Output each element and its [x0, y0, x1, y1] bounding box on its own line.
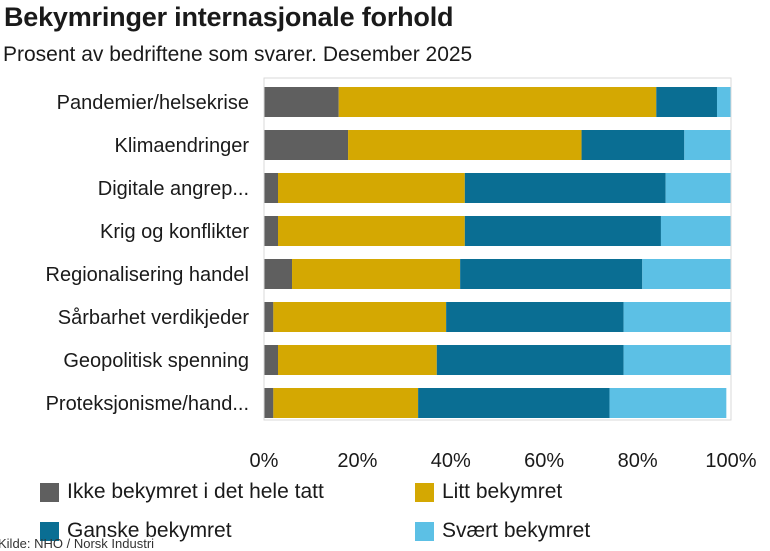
bar-segment-3-series-2: [278, 173, 465, 203]
bar-segment-7-series-3: [436, 345, 624, 375]
x-tick-label: 100%: [705, 450, 756, 472]
legend-item-ikke-bekymret: Ikke bekymret i det hele tatt: [40, 480, 324, 504]
legend-swatch-litt-bekymret: [415, 482, 434, 502]
legend-item-svaert-bekymret: Svært bekymret: [415, 519, 590, 543]
category-label: Digitale angrep...: [98, 178, 249, 200]
bar-segment-8-series-4: [609, 388, 727, 418]
bar-segment-3-series-1: [264, 173, 279, 203]
legend: Ikke bekymret i det hele tatt Litt bekym…: [0, 476, 770, 545]
bar-segment-5-series-1: [264, 259, 293, 289]
legend-swatch-svaert-bekymret: [415, 521, 434, 541]
bar-segment-2-series-4: [684, 130, 731, 160]
legend-label: Svært bekymret: [442, 519, 591, 542]
bar-segment-7-series-1: [264, 345, 279, 375]
bar-segment-2-series-2: [348, 130, 582, 160]
bar-segment-6-series-3: [446, 302, 624, 332]
x-tick-label: 60%: [524, 450, 564, 472]
bar-segment-1-series-4: [716, 87, 731, 117]
bar-segment-3-series-3: [464, 173, 666, 203]
bar-segment-6-series-2: [273, 302, 447, 332]
category-label: Sårbarhet verdikjeder: [58, 307, 250, 329]
x-tick-label: 80%: [618, 450, 658, 472]
category-label: Pandemier/helsekrise: [57, 92, 249, 114]
category-labels: Pandemier/helsekrise Klimaendringer Digita…: [46, 92, 250, 415]
bar-segment-8-series-3: [418, 388, 610, 418]
bar-segment-4-series-3: [464, 216, 661, 246]
legend-item-ganske-bekymret: Ganske bekymret: [40, 519, 232, 543]
x-tick-label: 40%: [431, 450, 471, 472]
legend-label: Litt bekymret: [442, 480, 563, 503]
bar-segment-5-series-2: [292, 259, 461, 289]
x-axis: 0% 20% 40% 60% 80% 100%: [250, 77, 757, 472]
x-tick-label: 20%: [337, 450, 377, 472]
legend-swatch-ganske-bekymret: [40, 521, 59, 541]
bar-segment-2-series-3: [581, 130, 685, 160]
category-label: Proteksjonisme/hand...: [46, 393, 249, 415]
bar-segment-1-series-2: [338, 87, 657, 117]
category-label: Geopolitisk spenning: [63, 350, 249, 372]
chart-title: Bekymringer internasjonale forhold: [4, 2, 454, 32]
bar-segment-4-series-4: [660, 216, 731, 246]
category-label: Krig og konflikter: [100, 221, 249, 243]
legend-label: Ikke bekymret i det hele tatt: [67, 480, 324, 503]
bar-segment-5-series-3: [460, 259, 643, 289]
bar-segment-8-series-2: [273, 388, 419, 418]
bar-segment-6-series-1: [264, 302, 274, 332]
legend-label: Ganske bekymret: [67, 519, 232, 542]
bar-segment-3-series-4: [665, 173, 731, 203]
source-note: Kilde: NHO / Norsk Industri: [0, 536, 155, 551]
legend-swatch-ikke-bekymret: [40, 482, 59, 502]
bar-segment-2-series-1: [264, 130, 349, 160]
bar-segment-1-series-3: [656, 87, 717, 117]
bar-segment-7-series-2: [278, 345, 437, 375]
bar-segment-4-series-2: [278, 216, 465, 246]
category-label: Regionalisering handel: [46, 264, 249, 286]
bar-segment-4-series-1: [264, 216, 279, 246]
legend-item-litt-bekymret: Litt bekymret: [415, 480, 562, 504]
bar-segment-8-series-1: [264, 388, 274, 418]
x-tick-label: 0%: [250, 450, 279, 472]
bar-segment-7-series-4: [623, 345, 731, 375]
bar-segment-5-series-4: [642, 259, 731, 289]
category-label: Klimaendringer: [114, 135, 249, 157]
plot-frame: [263, 77, 732, 421]
bar-segment-1-series-1: [264, 87, 339, 117]
bar-segment-6-series-4: [623, 302, 731, 332]
chart-subtitle: Prosent av bedriftene som svarer. Desemb…: [3, 43, 473, 66]
bars-layer: [264, 87, 731, 418]
